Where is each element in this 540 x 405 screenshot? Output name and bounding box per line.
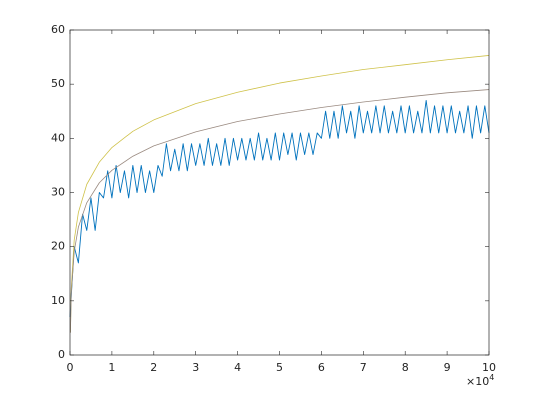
- x-multiplier: ×104: [466, 373, 494, 389]
- y-tick-label: 10: [51, 294, 65, 307]
- y-tick-label: 40: [51, 131, 65, 144]
- x-tick-label: 9: [444, 361, 451, 374]
- y-tick-label: 60: [51, 23, 65, 36]
- y-tick-label: 30: [51, 186, 65, 199]
- x-tick-label: 3: [192, 361, 199, 374]
- data-line: [69, 99, 490, 318]
- x-multiplier-exponent: 4: [489, 373, 494, 382]
- y-tick-label: 20: [51, 240, 65, 253]
- data-line: [70, 89, 490, 333]
- x-tick-label: 10: [482, 361, 496, 374]
- x-tick-label: 6: [318, 361, 325, 374]
- x-tick-label: 1: [108, 361, 115, 374]
- data-line: [70, 55, 490, 333]
- y-tick-label: 50: [51, 77, 65, 90]
- x-tick-label: 7: [360, 361, 367, 374]
- x-tick-label: 4: [234, 361, 241, 374]
- x-tick-label: 5: [276, 361, 283, 374]
- y-tick-label: 0: [58, 348, 65, 361]
- x-tick-label: 0: [67, 361, 74, 374]
- x-tick-label: 2: [150, 361, 157, 374]
- x-multiplier-base: ×10: [466, 375, 489, 388]
- x-tick-label: 8: [402, 361, 409, 374]
